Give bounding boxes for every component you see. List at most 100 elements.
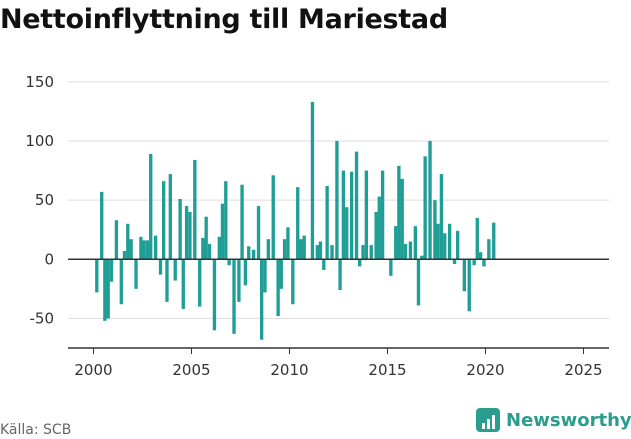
bar	[330, 245, 334, 260]
bar	[217, 236, 221, 260]
bar	[400, 178, 404, 260]
x-tick-label: 2000	[74, 361, 112, 379]
bar	[302, 235, 306, 260]
bar	[198, 259, 202, 307]
bar-chart-logo-icon	[476, 408, 500, 432]
bar	[315, 245, 319, 260]
bar	[492, 222, 496, 260]
bar	[142, 240, 146, 260]
x-tick-label: 2025	[564, 361, 602, 379]
x-tick-label: 2015	[368, 361, 406, 379]
bar-chart: -50 0 50 100 150 2000 2005 2010 2015 2020 2025	[25, 73, 609, 379]
bar	[345, 207, 349, 260]
bar	[361, 245, 365, 260]
bar	[380, 170, 385, 260]
y-tick-label: -50	[30, 309, 55, 327]
bar	[271, 175, 275, 260]
bar	[482, 259, 486, 267]
bar	[408, 241, 413, 260]
y-tick-label: 0	[44, 250, 54, 268]
bar	[443, 233, 447, 260]
bar	[161, 181, 166, 260]
bar	[212, 259, 217, 331]
y-tick-label: 100	[25, 132, 54, 150]
bar	[341, 170, 346, 260]
bar	[207, 243, 212, 260]
x-tick-label: 2005	[172, 361, 210, 379]
bar	[310, 101, 315, 260]
source-label: Källa: SCB	[0, 422, 72, 438]
bar	[296, 187, 300, 260]
bar	[403, 243, 408, 260]
bar	[139, 236, 143, 260]
y-tick-label: 50	[35, 191, 54, 209]
bar	[126, 223, 130, 260]
bar	[452, 259, 457, 265]
bar	[299, 239, 303, 260]
bar	[423, 156, 427, 260]
bar	[95, 259, 99, 293]
chart-title: Nettoinflyttning till Mariestad	[0, 4, 448, 35]
bar	[119, 259, 123, 305]
bar	[158, 259, 163, 275]
bar	[263, 259, 267, 293]
bar	[439, 174, 444, 260]
bar	[467, 259, 471, 312]
bar	[165, 259, 169, 302]
bar	[475, 217, 479, 260]
bar	[227, 259, 231, 266]
bar	[358, 259, 362, 267]
bar	[266, 239, 270, 260]
bar	[389, 259, 393, 276]
x-tick-label: 2010	[270, 361, 308, 379]
bar	[188, 211, 192, 260]
axes: -50 0 50 100 150 2000 2005 2010 2015 2020 2025	[25, 73, 609, 379]
bar	[349, 171, 354, 260]
bar	[413, 226, 418, 260]
bar	[153, 235, 158, 260]
bar	[286, 227, 290, 260]
x-tick-label: 2020	[466, 361, 504, 379]
bar	[204, 216, 208, 260]
bar	[232, 259, 236, 334]
bar	[369, 245, 373, 260]
brand-logo[interactable]: Newsworthy	[476, 408, 631, 432]
bar	[416, 259, 421, 306]
bar	[478, 252, 483, 260]
bar	[420, 255, 424, 260]
bar	[256, 206, 261, 260]
bar	[259, 259, 264, 340]
bar	[364, 170, 369, 260]
brand-name: Newsworthy	[506, 409, 631, 431]
bar	[462, 259, 467, 292]
bar	[247, 246, 251, 260]
bar	[456, 230, 460, 260]
bar	[322, 259, 326, 270]
bar	[374, 211, 378, 260]
bar	[354, 151, 359, 260]
bar	[181, 259, 185, 309]
bar	[436, 223, 440, 260]
y-tick-label: 150	[25, 73, 54, 91]
bar	[173, 259, 177, 281]
bar	[168, 174, 172, 260]
bar	[325, 185, 329, 260]
bar	[178, 198, 182, 260]
bar	[279, 259, 283, 289]
bar	[428, 140, 432, 260]
bar	[149, 153, 153, 260]
bar	[487, 239, 491, 260]
bar	[134, 259, 138, 289]
bar	[276, 259, 280, 317]
bar	[114, 220, 119, 260]
bar	[109, 259, 114, 282]
bar	[251, 249, 256, 260]
bar	[243, 259, 248, 286]
bar	[335, 140, 339, 260]
bar	[237, 259, 241, 302]
bar	[282, 239, 287, 260]
bar	[472, 259, 476, 266]
bar	[103, 259, 107, 321]
bar	[129, 239, 133, 260]
bar	[224, 181, 228, 260]
